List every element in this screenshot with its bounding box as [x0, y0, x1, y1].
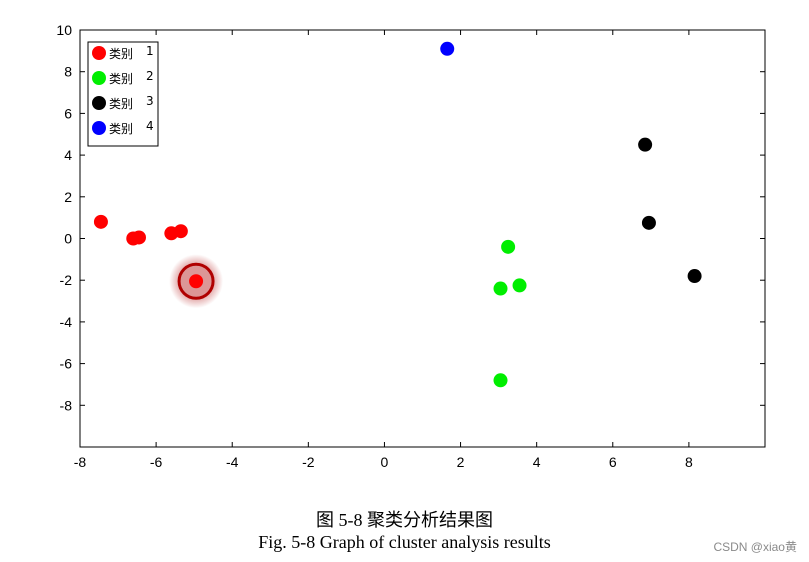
y-tick-label: -8: [60, 397, 73, 413]
y-tick-label: 6: [64, 105, 72, 121]
data-point-series-4: [440, 41, 455, 56]
y-tick-label: 10: [56, 22, 72, 38]
legend-label: 类别: [109, 47, 133, 61]
x-tick-label: -2: [302, 454, 315, 470]
legend-number: 2: [146, 69, 154, 83]
data-point-series-1: [93, 214, 108, 229]
watermark: CSDN @xiao黄: [713, 540, 797, 554]
x-tick-label: 0: [381, 454, 389, 470]
x-tick-label: -8: [74, 454, 87, 470]
x-tick-label: 6: [609, 454, 617, 470]
legend-marker: [92, 121, 106, 135]
data-point-series-2: [493, 373, 508, 388]
data-point-series-1: [189, 274, 204, 289]
y-tick-label: 2: [64, 189, 72, 205]
data-point-series-3: [638, 137, 653, 152]
y-tick-label: -2: [60, 272, 73, 288]
scatter-chart: -8 -6 -4 -2 0 2 4 6 8 10 8 6 4 2 0 -2 -4 -6 -8 类别 1 类别 2 类别 3 类别…: [56, 22, 766, 470]
x-tick-label: 8: [685, 454, 693, 470]
legend-label: 类别: [109, 97, 133, 111]
y-tick-label: 4: [64, 147, 72, 163]
plot-frame: [79, 29, 766, 448]
data-point-series-2: [512, 278, 527, 293]
x-tick-label: 4: [533, 454, 541, 470]
figure-caption-chinese: 图 5-8 聚类分析结果图: [316, 510, 493, 530]
data-point-series-2: [501, 239, 516, 254]
y-tick-label: 8: [64, 64, 72, 80]
legend-marker: [92, 96, 106, 110]
highlight-ring: [177, 262, 215, 300]
x-tick-label: -4: [226, 454, 239, 470]
legend-label: 类别: [109, 72, 133, 86]
y-tick-label: -4: [60, 314, 73, 330]
data-point-series-2: [493, 281, 508, 296]
data-point-series-1: [173, 224, 188, 239]
y-tick-label: 0: [64, 231, 72, 247]
y-tick-label: -6: [60, 356, 73, 372]
legend-label: 类别: [109, 122, 133, 136]
data-point-series-3: [641, 215, 656, 230]
x-tick-label: 2: [457, 454, 465, 470]
x-tick-label: -6: [150, 454, 163, 470]
legend-marker: [92, 46, 106, 60]
legend-number: 1: [146, 44, 154, 58]
data-point-series-1: [131, 230, 146, 245]
figure-caption-english: Fig. 5-8 Graph of cluster analysis resul…: [258, 532, 551, 552]
legend-number: 4: [146, 119, 154, 133]
legend-number: 3: [146, 94, 154, 108]
data-point-series-3: [687, 269, 702, 284]
legend-marker: [92, 71, 106, 85]
